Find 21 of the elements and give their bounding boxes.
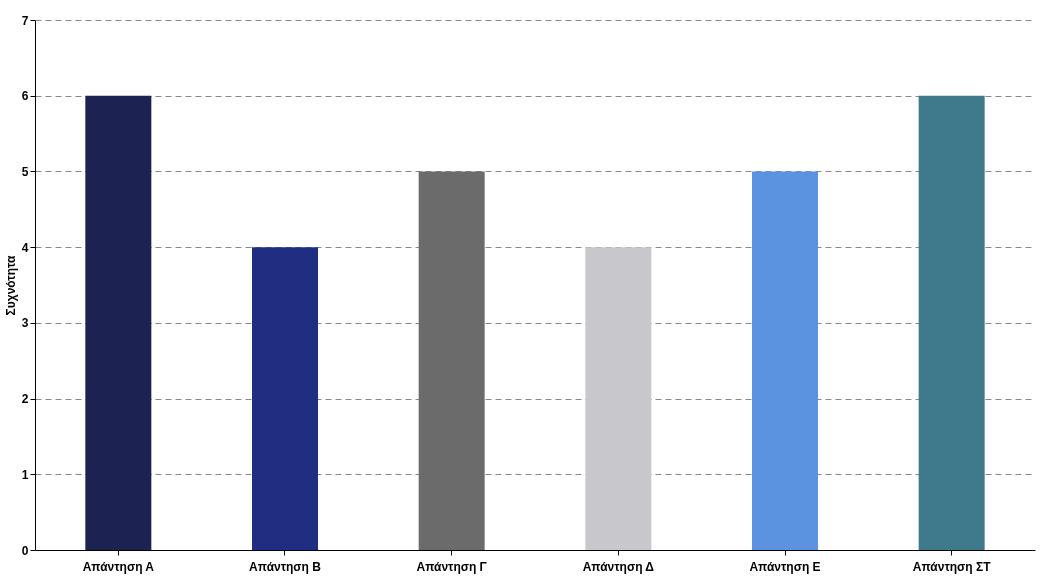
y-tick-label: 5: [21, 164, 29, 179]
bar: [252, 247, 318, 550]
y-tick-label: 6: [21, 89, 29, 104]
y-tick-label: 2: [21, 392, 29, 407]
bar: [585, 247, 652, 550]
bar: [918, 95, 985, 550]
x-tick-label: Απάντηση Β: [249, 559, 322, 574]
y-tick-label: 4: [21, 240, 29, 255]
y-tick-label: 1: [21, 467, 29, 482]
y-tick-label: 7: [21, 13, 29, 28]
y-tick-label: 3: [21, 316, 29, 331]
bar: [752, 171, 818, 550]
bar: [418, 171, 485, 550]
y-axis-title: Συχνότητα: [3, 254, 18, 316]
x-tick-label: Απάντηση Ε: [749, 559, 821, 574]
x-tick-label: Απάντηση ΣΤ: [912, 559, 992, 574]
bar: [85, 95, 152, 550]
x-tick-label: Απάντηση Α: [82, 559, 155, 574]
x-tick-label: Απάντηση Δ: [582, 559, 655, 574]
y-tick-label: 0: [21, 543, 29, 558]
x-tick-label: Απάντηση Γ: [416, 559, 488, 574]
